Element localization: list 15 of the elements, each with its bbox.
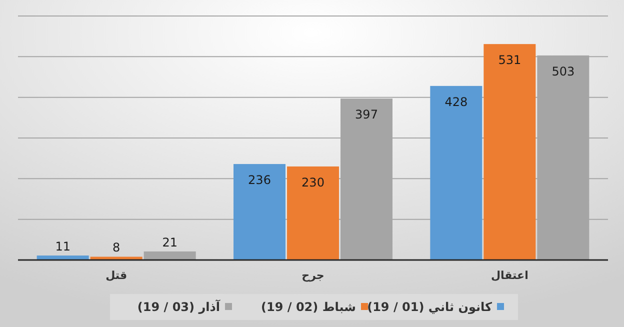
data-label: 8 [112, 240, 120, 255]
data-label: 11 [55, 240, 70, 254]
legend-label: شباط (02 / 19) [261, 300, 356, 314]
legend-label: آذار (03 / 19) [137, 299, 221, 314]
data-label: 236 [248, 173, 271, 188]
data-label: 230 [302, 175, 324, 190]
data-label: 503 [552, 64, 575, 78]
data-label: 531 [498, 53, 522, 68]
x-tick-label: جرح [302, 269, 324, 282]
data-label: 21 [162, 235, 178, 250]
legend-label: كانون ثاني (01 / 19) [367, 300, 492, 314]
data-label: 428 [444, 94, 468, 109]
x-tick-label: اعتقال [490, 269, 528, 282]
x-tick-label: قتل [106, 269, 128, 282]
data-label: 397 [355, 108, 378, 122]
